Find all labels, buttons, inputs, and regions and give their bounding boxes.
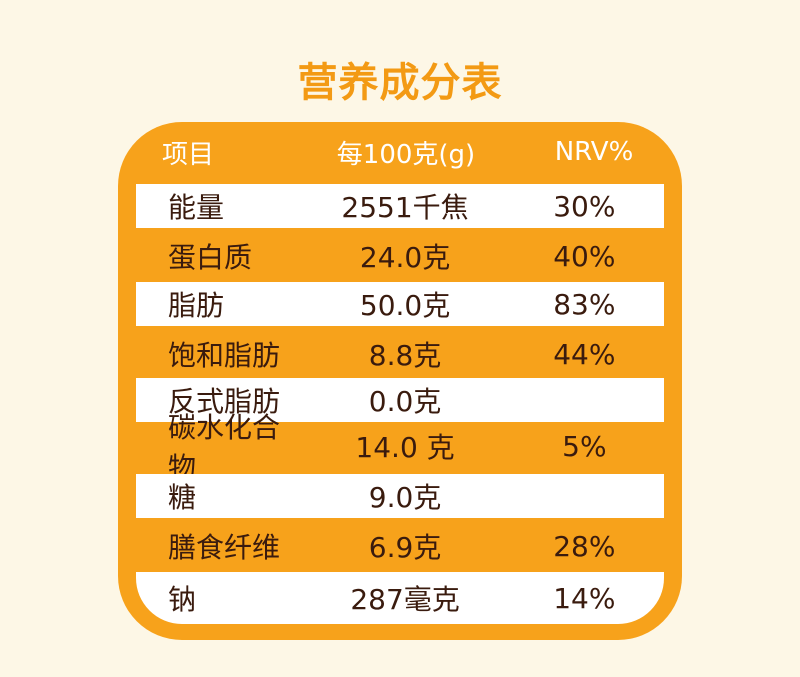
cell-item: 膳食纤维 xyxy=(168,531,281,564)
table-row: 碳水化合物 14.0 克 5% xyxy=(136,411,664,484)
table-row: 钠 287毫克 14% xyxy=(136,572,664,624)
cell-nrv: 5% xyxy=(562,429,607,463)
cell-amount: 0.0克 xyxy=(368,385,442,418)
cell-item: 钠 xyxy=(168,583,197,616)
cell-item: 糖 xyxy=(168,481,197,514)
table-row: 反式脂肪 0.0克 xyxy=(136,378,664,422)
cell-item: 反式脂肪 xyxy=(168,385,281,418)
cell-amount: 9.0克 xyxy=(368,481,442,514)
cell-nrv: 30% xyxy=(553,189,616,223)
cell-item: 饱和脂肪 xyxy=(168,339,281,372)
table-row: 能量 2551千焦 30% xyxy=(136,184,664,228)
cell-nrv: 14% xyxy=(553,581,616,615)
cell-amount: 2551千焦 xyxy=(341,191,469,224)
cell-nrv: 83% xyxy=(553,287,616,321)
table-row: 脂肪 50.0克 83% xyxy=(136,282,664,326)
table-header: 项目 每100克(g) NRV% xyxy=(118,122,682,182)
cell-item: 蛋白质 xyxy=(168,241,253,274)
table-row: 糖 9.0克 xyxy=(136,474,664,518)
cell-amount: 6.9克 xyxy=(368,531,442,564)
cell-amount: 14.0 克 xyxy=(355,431,455,464)
header-nrv: NRV% xyxy=(554,137,634,167)
table-row: 蛋白质 24.0克 40% xyxy=(136,234,664,278)
cell-nrv: 28% xyxy=(553,529,616,563)
nutrition-table: 项目 每100克(g) NRV% 能量 2551千焦 30% 蛋白质 24.0克… xyxy=(118,122,682,640)
cell-amount: 287毫克 xyxy=(350,583,460,616)
cell-amount: 8.8克 xyxy=(368,339,442,372)
table-row: 膳食纤维 6.9克 28% xyxy=(136,524,664,568)
header-amount: 每100克(g) xyxy=(336,139,476,170)
cell-nrv: 44% xyxy=(553,337,616,371)
page-title: 营养成分表 xyxy=(297,60,503,106)
cell-item: 脂肪 xyxy=(168,289,225,322)
cell-item: 能量 xyxy=(168,191,225,224)
cell-amount: 50.0克 xyxy=(359,289,451,322)
table-row: 饱和脂肪 8.8克 44% xyxy=(136,332,664,376)
cell-amount: 24.0克 xyxy=(359,241,451,274)
header-item: 项目 xyxy=(162,139,215,170)
cell-nrv: 40% xyxy=(553,239,616,273)
